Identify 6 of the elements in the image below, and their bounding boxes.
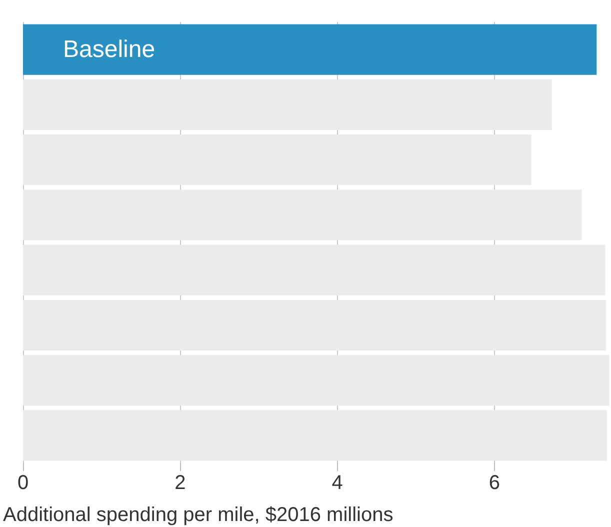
x-tick-label: 0 [17, 472, 29, 494]
x-tick-label: 2 [174, 472, 186, 494]
x-axis-title: Additional spending per mile, $2016 millions [3, 504, 394, 526]
x-tick-label: 4 [332, 472, 343, 494]
x-tick-label: 6 [488, 472, 500, 494]
y-tick-label: Baseline [63, 36, 156, 64]
